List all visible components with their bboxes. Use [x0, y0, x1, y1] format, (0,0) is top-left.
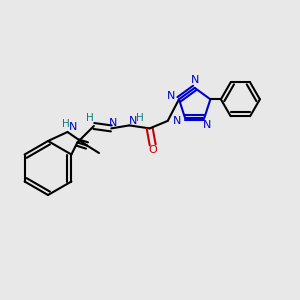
Text: N: N [173, 116, 182, 126]
Text: N: N [167, 91, 176, 101]
Text: H: H [86, 113, 94, 124]
Text: H: H [136, 113, 144, 123]
Text: H: H [62, 118, 70, 129]
Text: N: N [190, 75, 199, 85]
Text: O: O [148, 145, 157, 155]
Text: N: N [129, 116, 137, 126]
Text: N: N [69, 122, 77, 132]
Text: N: N [202, 120, 211, 130]
Text: N: N [109, 118, 117, 128]
